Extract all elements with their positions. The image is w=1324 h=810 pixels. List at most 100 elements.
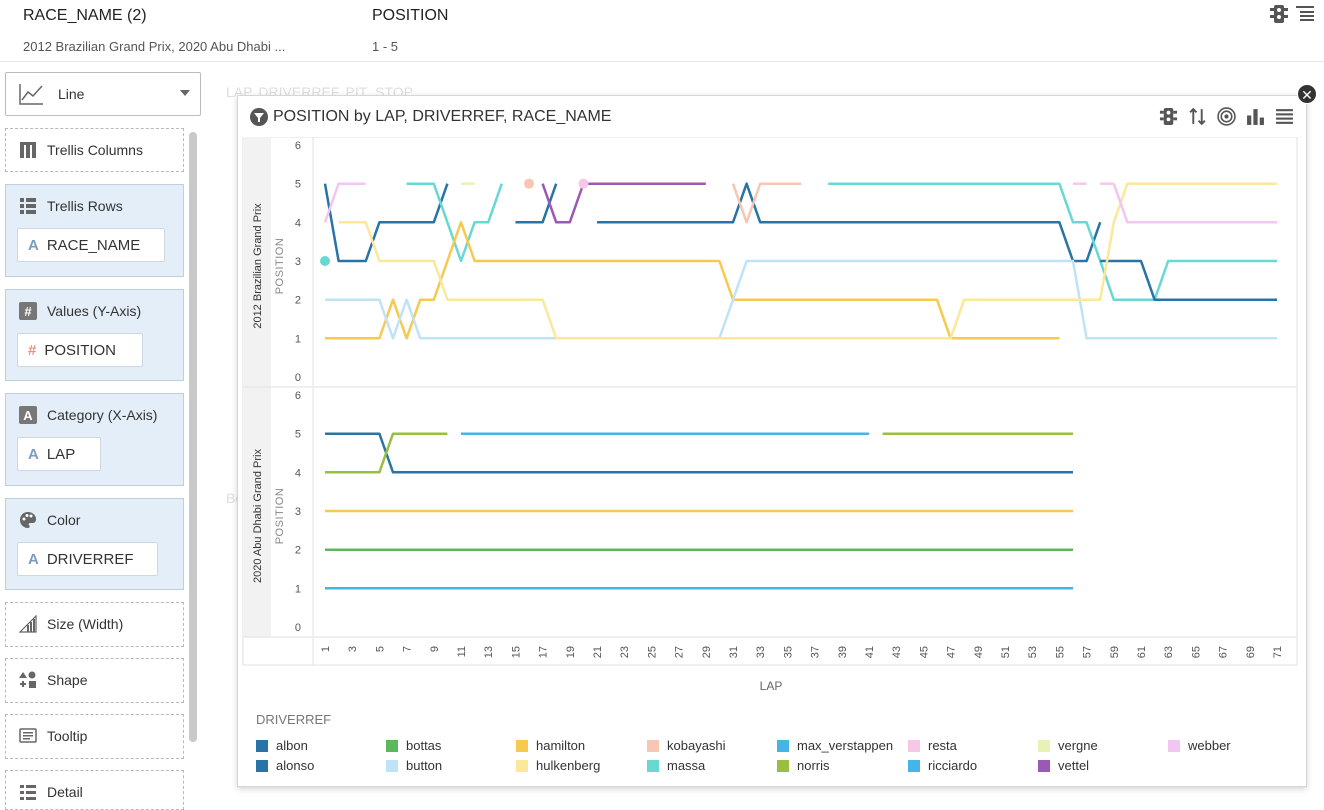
trellis-row-label: 2012 Brazilian Grand Prix (252, 203, 264, 329)
x-tick-label: 59 (1109, 646, 1121, 658)
x-tick-label: 47 (946, 646, 958, 658)
size-label: Size (Width) (47, 616, 124, 632)
x-tick-label: 57 (1082, 646, 1094, 658)
y-tick-label: 4 (295, 467, 301, 479)
viz-filter-toggle-icon[interactable] (1159, 107, 1178, 126)
trellis-rows-section[interactable]: Trellis Rows A RACE_NAME (5, 184, 184, 277)
x-tick-label: 13 (483, 646, 495, 658)
palette-icon (20, 512, 36, 528)
trellis-columns-icon (20, 142, 36, 158)
legend-label: webber (1188, 738, 1231, 753)
series-line-massa (406, 182, 503, 263)
y-tick-label: 0 (295, 622, 301, 634)
chart-frame (242, 137, 1298, 666)
legend-label: vettel (1058, 758, 1090, 773)
series-line-alonso (515, 183, 558, 224)
driverref-pill[interactable]: A DRIVERREF (17, 542, 158, 576)
x-tick-label: 27 (674, 646, 686, 658)
x-tick-label: 9 (429, 646, 441, 652)
legend-item-bottas[interactable]: bottas (386, 738, 441, 753)
legend-swatch (908, 759, 920, 772)
legend-item-alonso[interactable]: alonso (256, 758, 314, 773)
lap-pill[interactable]: A LAP (17, 437, 101, 471)
shape-section[interactable]: Shape (5, 658, 184, 703)
legend-item-max_verstappen[interactable]: max_verstappen (777, 738, 893, 753)
x-tick-label: 25 (646, 646, 658, 658)
legend-label: norris (797, 758, 830, 773)
sort-icon[interactable] (1188, 107, 1207, 126)
filter-menu-icon[interactable] (1296, 4, 1314, 22)
position-filter-value[interactable]: 1 - 5 (372, 39, 399, 54)
measure-icon: # (28, 341, 37, 359)
legend-item-hamilton[interactable]: hamilton (516, 738, 585, 753)
detail-icon (20, 785, 36, 800)
legend-item-resta[interactable]: resta (908, 738, 957, 753)
y-tick-label: 3 (295, 256, 301, 268)
trellis-row-label: 2020 Abu Dhabi Grand Prix (252, 449, 264, 583)
visualization-card[interactable]: POSITION by LAP, DRIVERREF, RACE_NAME (237, 95, 1307, 787)
y-tick-label: 2 (295, 295, 301, 307)
size-section[interactable]: Size (Width) (5, 602, 184, 647)
legend-item-hulkenberg[interactable]: hulkenberg (516, 758, 600, 773)
x-tick-label: 63 (1163, 646, 1175, 658)
attribute-icon: A (28, 236, 39, 254)
line-chart-icon (19, 84, 43, 105)
legend-swatch (386, 759, 398, 772)
legend-item-albon[interactable]: albon (256, 738, 308, 753)
hash-icon: # (19, 302, 37, 320)
y-tick-label: 4 (295, 217, 301, 229)
x-tick-label: 43 (891, 646, 903, 658)
race-name-pill[interactable]: A RACE_NAME (17, 228, 165, 262)
viz-title: POSITION by LAP, DRIVERREF, RACE_NAME (273, 108, 612, 125)
x-tick-label: 39 (837, 646, 849, 658)
filter-funnel-icon[interactable] (250, 108, 268, 126)
legend-label: hulkenberg (536, 758, 601, 773)
values-label: Values (Y-Axis) (47, 303, 142, 319)
legend-label: alonso (276, 758, 315, 773)
legend-item-vettel[interactable]: vettel (1038, 758, 1089, 773)
position-filter-label[interactable]: POSITION (372, 7, 449, 24)
color-section[interactable]: Color A DRIVERREF (5, 498, 184, 590)
legend-swatch (256, 739, 268, 752)
x-axis-title: LAP (760, 679, 783, 693)
grammar-scrollbar[interactable] (189, 132, 197, 742)
legend-swatch (516, 759, 528, 772)
menu-icon[interactable] (1275, 107, 1294, 126)
position-pill[interactable]: # POSITION (17, 333, 143, 367)
color-label: Color (47, 512, 81, 528)
chart-type-select[interactable]: Line (5, 72, 201, 116)
filter-bar-toggle-icon[interactable] (1270, 4, 1288, 24)
race-name-filter-value[interactable]: 2012 Brazilian Grand Prix, 2020 Abu Dhab… (23, 39, 286, 54)
legend-swatch (386, 739, 398, 752)
close-viz-button[interactable]: ✕ (1297, 84, 1317, 104)
trellis-columns-section[interactable]: Trellis Columns (5, 128, 184, 172)
legend-swatch (647, 739, 659, 752)
values-section[interactable]: # Values (Y-Axis) # POSITION (5, 289, 184, 381)
legend-item-ricciardo[interactable]: ricciardo (908, 758, 977, 773)
race-name-pill-label: RACE_NAME (46, 236, 141, 254)
bar-chart-icon[interactable] (1246, 107, 1265, 126)
trellis-columns-label: Trellis Columns (47, 142, 143, 158)
legend-item-webber[interactable]: webber (1168, 738, 1231, 753)
category-section[interactable]: A Category (X-Axis) A LAP (5, 393, 184, 486)
x-tick-label: 11 (456, 646, 468, 657)
size-icon (19, 615, 37, 633)
legend-item-vergne[interactable]: vergne (1038, 738, 1098, 753)
legend-item-kobayashi[interactable]: kobayashi (647, 738, 726, 753)
detail-section[interactable]: Detail (5, 770, 184, 810)
legend-label: ricciardo (928, 758, 978, 773)
tooltip-section[interactable]: Tooltip (5, 714, 184, 759)
legend-item-massa[interactable]: massa (647, 758, 705, 773)
x-tick-label: 55 (1054, 646, 1066, 658)
race-name-filter-label[interactable]: RACE_NAME (2) (23, 7, 147, 24)
attribute-icon: A (28, 550, 39, 568)
target-icon[interactable] (1217, 107, 1236, 126)
legend-label: bottas (406, 738, 442, 753)
legend-title: DRIVERREF (256, 712, 332, 727)
legend-item-button[interactable]: button (386, 758, 442, 773)
series-line-norris (325, 432, 448, 474)
line-chart[interactable]: 2012 Brazilian Grand Prix POSITION0123456… (237, 137, 1299, 767)
chevron-down-icon[interactable] (180, 90, 190, 96)
legend-item-norris[interactable]: norris (777, 758, 830, 773)
series-point-massa (320, 256, 330, 266)
